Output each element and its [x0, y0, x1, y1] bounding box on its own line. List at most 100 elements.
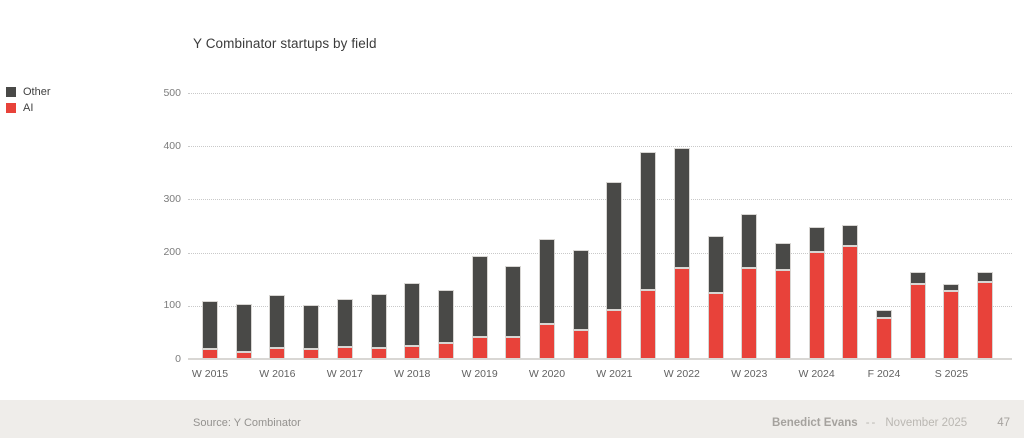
legend: Other AI	[6, 84, 51, 116]
bar-segment-ai	[741, 267, 758, 359]
source-note: Source: Y Combinator	[193, 417, 301, 429]
bar-w-2018	[404, 282, 421, 359]
bar-segment-ai	[943, 291, 960, 359]
bar-segment-other	[774, 243, 791, 271]
bar-w-2016	[269, 295, 286, 359]
x-tick-label: W 2016	[259, 368, 296, 380]
bar-w-2022	[673, 147, 690, 359]
y-tick-label: 500	[163, 86, 181, 99]
bar-s-2021	[640, 152, 657, 359]
bar-segment-other	[336, 298, 353, 348]
bar-segment-other	[471, 256, 488, 338]
footer: Benedict Evans -- November 2025 47	[772, 417, 1010, 429]
bar-segment-ai	[269, 347, 286, 359]
bar-w-2019	[471, 256, 488, 359]
bar-segment-ai	[336, 347, 353, 359]
bar-segment-ai	[876, 317, 892, 359]
bar-f-2024	[876, 310, 892, 359]
bar-segment-ai	[370, 347, 387, 359]
bar-segment-ai	[437, 342, 454, 359]
legend-label: AI	[23, 102, 34, 114]
bar-s-2025	[943, 284, 960, 359]
x-tick-label: W 2019	[461, 368, 498, 380]
bar-segment-other	[505, 266, 522, 337]
bar-segment-other	[808, 227, 825, 253]
footer-band	[0, 400, 1024, 438]
bar-segment-ai	[774, 270, 791, 359]
bar-segment-other	[404, 282, 421, 346]
y-tick-label: 0	[175, 352, 181, 365]
bar-w-2024	[808, 227, 825, 359]
footer-date: November 2025	[885, 417, 968, 429]
bar-segment-ai	[303, 349, 320, 359]
bar-s-2015	[235, 303, 252, 359]
x-tick-label: S 2025	[934, 368, 969, 380]
bar-segment-other	[303, 305, 320, 350]
x-tick-label: W 2023	[731, 368, 768, 380]
gridline-200	[188, 252, 1012, 254]
bar-segment-ai	[909, 284, 926, 359]
x-axis-line	[188, 358, 1012, 360]
legend-label: Other	[23, 86, 51, 98]
x-tick-label: W 2021	[596, 368, 633, 380]
bar-segment-ai	[808, 252, 825, 359]
x-tick-label: W 2015	[191, 368, 229, 380]
bar-s-2024	[842, 224, 859, 359]
bar-segment-other	[909, 271, 926, 284]
gridline-100	[188, 305, 1012, 307]
bar-w-2023	[741, 213, 758, 359]
bar-segment-other	[640, 152, 657, 290]
chart-title: Y Combinator startups by field	[193, 36, 377, 51]
bar-s-2017	[370, 294, 387, 359]
bar-segment-other	[539, 238, 555, 324]
bar-w-2020	[539, 238, 555, 359]
bar-segment-ai	[572, 330, 589, 359]
bar-s-2023	[774, 243, 791, 359]
bar-f-2025	[977, 272, 994, 359]
bar-segment-ai	[977, 282, 994, 359]
bar-segment-other	[842, 224, 859, 247]
bar-segment-other	[977, 272, 994, 283]
legend-swatch-other	[6, 87, 16, 97]
x-tick-label: F 2024	[867, 368, 901, 380]
y-tick-label: 400	[163, 139, 181, 152]
y-tick-label: 300	[163, 192, 181, 205]
bar-segment-ai	[235, 351, 252, 359]
bar-segment-other	[235, 303, 252, 352]
bar-s-2016	[303, 305, 320, 359]
gridline-500	[188, 93, 1012, 94]
bar-segment-other	[673, 147, 690, 269]
bar-segment-ai	[606, 309, 623, 359]
bar-s-2020	[572, 249, 589, 359]
y-tick-label: 100	[163, 299, 181, 312]
legend-item-other: Other	[6, 84, 51, 100]
bar-segment-other	[943, 284, 960, 292]
bar-segment-other	[741, 213, 758, 268]
bar-segment-ai	[505, 336, 522, 359]
bar-segment-ai	[673, 268, 690, 359]
y-tick-label: 200	[163, 246, 181, 259]
bar-w-2017	[336, 298, 353, 359]
bar-segment-ai	[202, 349, 218, 359]
bar-segment-other	[370, 294, 387, 348]
bar-segment-ai	[640, 289, 657, 359]
footer-page-number: 47	[997, 417, 1010, 429]
bar-s-2018	[437, 290, 454, 359]
x-tick-label: W 2020	[528, 368, 566, 380]
bar-segment-ai	[471, 337, 488, 359]
bar-segment-other	[437, 290, 454, 343]
bar-segment-other	[876, 310, 892, 318]
bar-segment-other	[707, 236, 724, 294]
bar-s-2022	[707, 236, 724, 359]
bar-segment-ai	[539, 323, 555, 359]
bar-w-2021	[606, 181, 623, 359]
legend-item-ai: AI	[6, 100, 51, 116]
bar-w-2025	[909, 271, 926, 359]
footer-separator: --	[865, 417, 878, 429]
x-tick-label: W 2024	[798, 368, 835, 380]
bar-segment-other	[202, 300, 218, 350]
bar-segment-ai	[404, 345, 421, 359]
gridline-400	[188, 146, 1012, 148]
gridline-300	[188, 199, 1012, 201]
